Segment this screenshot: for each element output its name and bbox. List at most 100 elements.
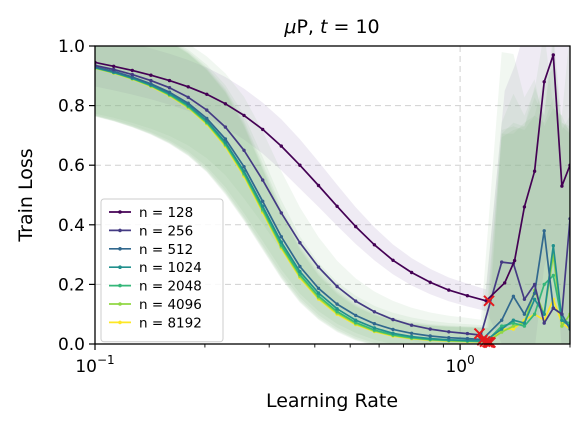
data-point-n512 (532, 291, 537, 295)
legend-swatch-marker (118, 283, 122, 288)
series-lines (95, 53, 570, 344)
data-point-n128 (335, 204, 339, 208)
data-point-n256 (112, 67, 116, 72)
band-4096 (95, 46, 570, 344)
x-tick-label: 100 (445, 353, 474, 377)
data-point-n256 (532, 282, 537, 287)
y-tick-label: 0.2 (58, 275, 85, 295)
data-point-n1024 (335, 307, 339, 311)
divergence-marker-n256 (473, 327, 486, 340)
data-point-n1024 (551, 244, 555, 248)
data-point-n1024 (532, 297, 537, 301)
series-line-n2048 (95, 66, 570, 343)
data-point-n4096 (500, 330, 504, 334)
x-tick-label: 10−1 (75, 353, 114, 377)
data-point-n128 (503, 281, 507, 285)
data-point-n512 (261, 199, 265, 203)
data-point-n2048 (500, 324, 504, 328)
data-point-n1024 (242, 169, 246, 173)
band-256 (95, 46, 570, 344)
data-point-n1024 (316, 291, 321, 295)
data-point-n256 (551, 306, 555, 310)
legend-item: n = 8192 (109, 315, 202, 331)
data-point-n128 (298, 163, 302, 167)
data-point-n512 (298, 264, 302, 269)
data-point-n256 (335, 284, 339, 289)
data-point-n1024 (522, 321, 527, 325)
data-point-n2048 (532, 312, 537, 316)
data-point-n128 (316, 183, 321, 188)
data-point-n256 (428, 327, 432, 331)
legend-label: n = 4096 (139, 297, 202, 313)
data-point-n512 (205, 116, 209, 121)
data-point-n512 (500, 318, 504, 322)
data-point-n128 (409, 270, 414, 275)
data-point-n128 (560, 184, 564, 188)
data-point-n256 (500, 260, 504, 264)
legend-item: n = 256 (109, 223, 193, 239)
data-point-n4096 (511, 324, 516, 328)
data-point-n256 (522, 297, 527, 301)
y-tick-label: 0.6 (58, 156, 85, 176)
data-point-n256 (298, 241, 302, 245)
legend-swatch-marker (118, 228, 122, 233)
data-point-n256 (391, 317, 395, 322)
data-point-n1024 (391, 331, 395, 335)
data-point-n8192 (511, 327, 516, 331)
data-point-n128 (205, 92, 209, 97)
legend-box (100, 198, 224, 343)
data-point-n512 (447, 336, 451, 340)
data-point-n128 (112, 64, 116, 69)
data-point-n512 (409, 331, 414, 335)
data-point-n1024 (511, 318, 516, 322)
data-point-n512 (242, 165, 246, 169)
data-point-n256 (186, 95, 190, 100)
data-point-n256 (447, 330, 451, 334)
data-point-n512 (316, 286, 321, 290)
data-point-n128 (391, 258, 395, 262)
y-tick-label: 0.4 (58, 216, 85, 236)
band-8192 (95, 46, 570, 344)
legend-swatch-marker (118, 265, 122, 270)
data-point-n512 (223, 137, 228, 141)
data-point-n1024 (372, 326, 377, 330)
divergence-marker-n128 (483, 295, 495, 307)
divergence-markers (473, 295, 497, 349)
data-point-n512 (186, 101, 190, 105)
data-point-n256 (130, 72, 134, 77)
data-point-n128 (372, 243, 377, 247)
data-point-n512 (391, 327, 395, 332)
data-point-n256 (279, 211, 283, 215)
data-point-n128 (447, 288, 451, 292)
legend-item: n = 128 (109, 205, 193, 221)
data-point-n2048 (551, 273, 555, 278)
grid (95, 46, 570, 344)
legend-label: n = 8192 (139, 315, 202, 331)
data-point-n128 (223, 102, 228, 106)
legend-item: n = 2048 (109, 279, 202, 295)
y-tick-label: 0.0 (58, 335, 85, 355)
legend-item: n = 512 (109, 242, 193, 258)
series-line-n512 (95, 66, 570, 341)
data-point-n1024 (409, 334, 414, 339)
data-point-n2048 (511, 321, 516, 325)
data-point-n128 (465, 294, 470, 298)
data-point-n1024 (298, 269, 302, 274)
data-point-n1024 (261, 204, 265, 208)
x-axis-ticks: 10−1 100 (75, 344, 571, 377)
band-1024 (95, 46, 570, 344)
x-axis-title: Learning Rate (266, 390, 398, 412)
data-point-n128 (149, 73, 153, 77)
legend: n = 128 n = 256 n = 512 n = 1024 n = 2048 n =… (100, 198, 224, 343)
series-line-n1024 (95, 66, 570, 342)
data-point-n128 (428, 280, 432, 284)
data-point-n512 (465, 336, 470, 341)
data-point-n512 (511, 294, 516, 298)
band-512 (95, 46, 570, 344)
chart-title: μP, t = 10 (283, 16, 379, 38)
y-axis-title: Train Loss (15, 148, 37, 242)
data-point-n128 (242, 113, 246, 118)
data-point-n256 (354, 299, 358, 303)
data-point-n128 (551, 53, 555, 57)
data-point-n512 (372, 322, 377, 326)
